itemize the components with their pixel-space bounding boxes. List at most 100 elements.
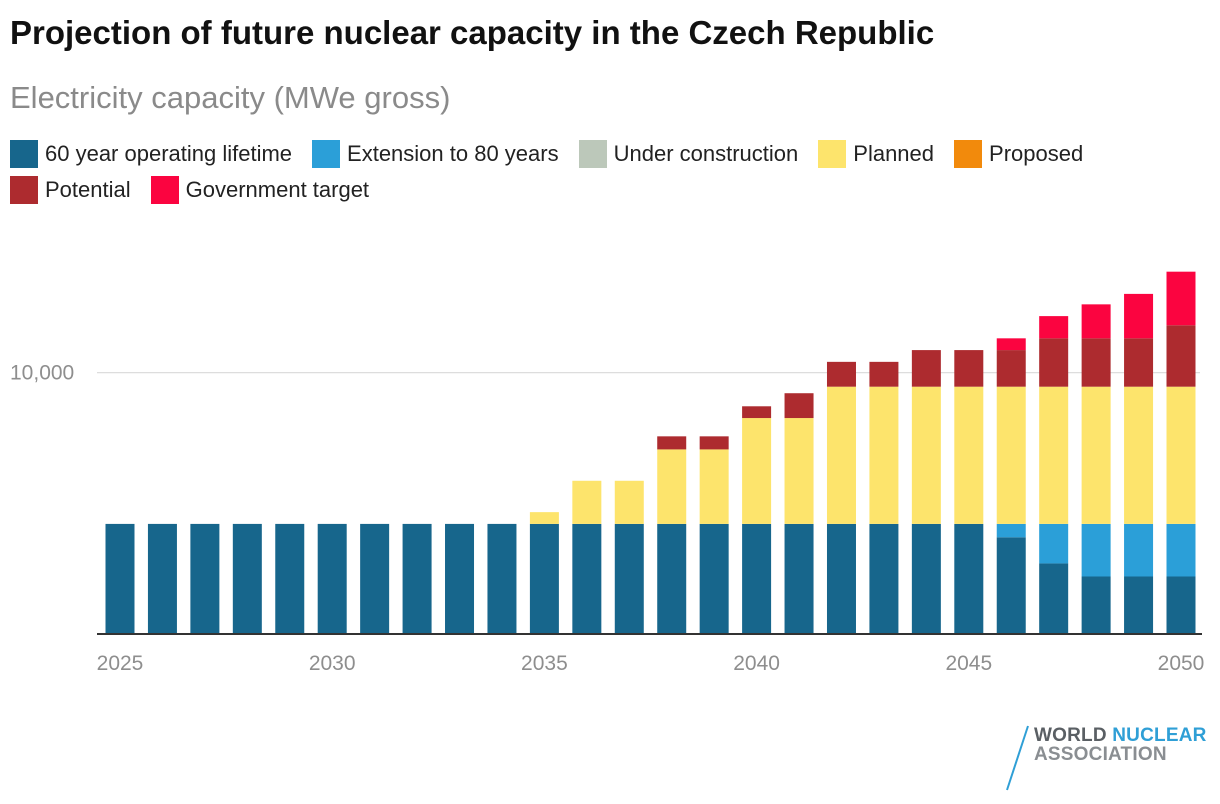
bar-stack-2034 [487,523,517,634]
bar-segment [445,523,475,634]
bar-stack-2036 [572,480,602,634]
legend-label-proposed: Proposed [989,141,1084,166]
logo-world-text: WORLD [1034,725,1107,746]
logo-nuclear-text: NUCLEAR [1112,725,1207,746]
bar-segment [1039,338,1069,387]
legend-item-60-year: 60 year operating lifetime [10,140,292,168]
bar-segment [1166,386,1196,524]
legend-swatch-60-year [10,140,38,168]
bar-segment [147,523,177,634]
legend-swatch-government-target [150,176,179,204]
bar-segment [1124,386,1154,524]
bar-stack-2033 [445,523,475,634]
legend-swatch-under-construction [578,140,607,168]
bar-stack-2031 [360,523,390,634]
bar-segment [1166,576,1196,634]
legend-item-extension-80: Extension to 80 years [312,140,559,168]
bar-segment [1081,576,1111,634]
bar-stack-2050 [1166,271,1196,634]
legend-item-under-construction: Under construction [578,140,798,168]
bar-segment [869,386,899,524]
bar-segment [784,418,814,524]
world-nuclear-association-logo: WORLD NUCLEAR ASSOCIATION [1004,724,1214,792]
x-tick-labels: 2025 2030 2035 2040 2045 2050 [97,652,1205,675]
bar-segment [954,386,984,524]
bar-segment [742,406,772,419]
y-tick-labels: 10,000 [10,362,74,385]
bar-segment [1081,338,1111,387]
legend-label-planned: Planned [853,141,935,166]
bar-segment [232,523,262,634]
bar-segment [742,523,772,634]
bar-stack-2041 [784,393,814,634]
bar-segment [657,523,687,634]
legend-swatch-extension-80 [312,140,341,168]
bar-segment [996,338,1026,351]
bar-stack-2042 [826,361,856,634]
bar-segment [1081,523,1111,577]
legend-label-60-year: 60 year operating lifetime [45,141,293,166]
bar-segment [657,449,687,524]
legend-label-government-target: Government target [185,177,370,202]
bar-segment [911,350,941,387]
x-tick-label: 2025 [97,652,144,675]
x-tick-label: 2035 [521,652,568,675]
y-tick-label: 10,000 [10,362,74,385]
bar-stack-2037 [614,480,644,634]
x-tick-label: 2030 [309,652,356,675]
bar-segment [360,523,390,634]
bar-segment [996,537,1026,634]
bar-segment [190,523,220,634]
bar-segment [699,523,729,634]
bar-segment [954,350,984,387]
bar-segment [402,523,432,634]
bar-stack-2025 [105,523,135,634]
bar-segment [317,523,347,634]
bar-segment [1166,325,1196,387]
bar-segment [954,523,984,634]
bar-segment [742,418,772,524]
bar-segment [784,523,814,634]
bars-layer [105,271,1196,634]
bar-segment [1166,523,1196,577]
legend-swatch-planned [818,140,847,168]
logo-line-1: WORLD NUCLEAR [1034,725,1207,747]
logo-slash-icon [1006,725,1029,791]
bar-segment [1039,523,1069,564]
bar-segment [911,386,941,524]
legend-swatch-potential [10,176,38,204]
bar-segment [826,386,856,524]
legend-item-planned: Planned [818,140,934,168]
x-tick-label: 2045 [945,652,992,675]
bar-segment [826,361,856,387]
bar-segment [996,523,1026,538]
bar-segment [826,523,856,634]
bar-stack-2039 [699,436,729,634]
bar-segment [784,393,814,419]
bar-stack-2040 [742,406,772,634]
chart-title: Projection of future nuclear capacity in… [10,14,935,51]
legend-item-potential: Potential [10,176,131,204]
legend-item-government-target: Government target [150,176,370,204]
bar-segment [869,361,899,387]
bar-stack-2027 [190,523,220,634]
bar-segment [1124,293,1154,339]
bar-segment [657,436,687,450]
bar-stack-2046 [996,338,1026,634]
bar-stack-2043 [869,361,899,634]
bar-segment [1081,304,1111,339]
bar-segment [529,523,559,634]
bar-segment [699,436,729,450]
bar-segment [996,350,1026,387]
bar-segment [572,480,602,524]
bar-segment [699,449,729,524]
bar-stack-2045 [954,350,984,634]
bar-stack-2032 [402,523,432,634]
chart-plot: 2025 2030 2035 2040 2045 2050 10,000 [10,271,1205,675]
bar-stack-2044 [911,350,941,634]
bar-segment [1039,316,1069,339]
bar-segment [996,386,1026,524]
bar-stack-2047 [1039,316,1069,634]
logo-association-text: ASSOCIATION [1034,744,1167,765]
bar-segment [529,512,559,524]
